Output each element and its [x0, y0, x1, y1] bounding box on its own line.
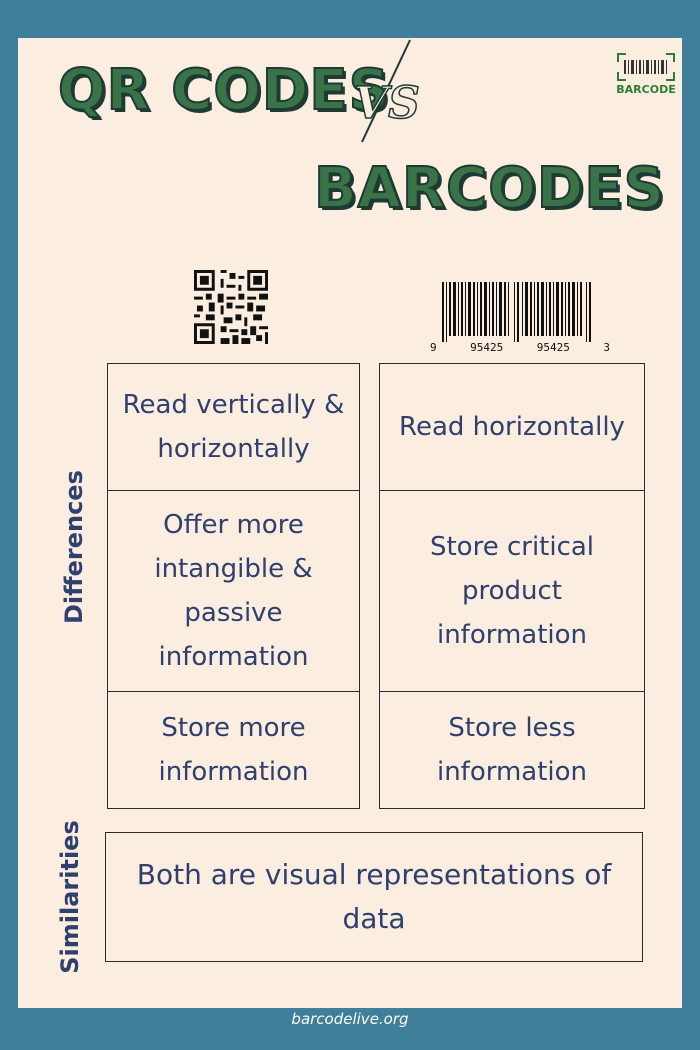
- barcode-diff-1: Read horizontally: [379, 363, 645, 490]
- barcode-digit: 95425: [470, 341, 504, 354]
- barcode-digit: 3: [603, 341, 610, 354]
- barcode-diff-3: Store less information: [379, 691, 645, 809]
- barcode-digit: 9: [430, 341, 437, 354]
- barcode-icon: [442, 282, 591, 342]
- vs-label: VS: [353, 77, 420, 130]
- qr-diff-3: Store more information: [107, 691, 360, 809]
- title-qr-codes: QR CODES: [57, 57, 390, 124]
- infographic-card: QR CODES VS BARCODES BARCODE: [18, 38, 682, 1008]
- differences-label: Differences: [60, 470, 88, 624]
- barcode-logo: BARCODE: [614, 52, 678, 96]
- barcode-digits: 9 95425 95425 3: [430, 341, 610, 354]
- similarity-cell: Both are visual representations of data: [105, 832, 643, 962]
- footer-website[interactable]: barcodelive.org: [291, 1010, 409, 1028]
- barcode-logo-icon: [617, 53, 675, 81]
- barcode-digit: 95425: [536, 341, 570, 354]
- qr-code-icon: [194, 270, 268, 344]
- qr-diff-2: Offer more intangible & passive informat…: [107, 490, 360, 691]
- similarities-label: Similarities: [56, 820, 84, 974]
- title-barcodes: BARCODES: [313, 155, 665, 222]
- qr-diff-1: Read vertically & horizontally: [107, 363, 360, 490]
- slash-divider: [361, 39, 411, 143]
- barcode-logo-text: BARCODE: [616, 83, 676, 96]
- barcode-diff-2: Store critical product information: [379, 490, 645, 691]
